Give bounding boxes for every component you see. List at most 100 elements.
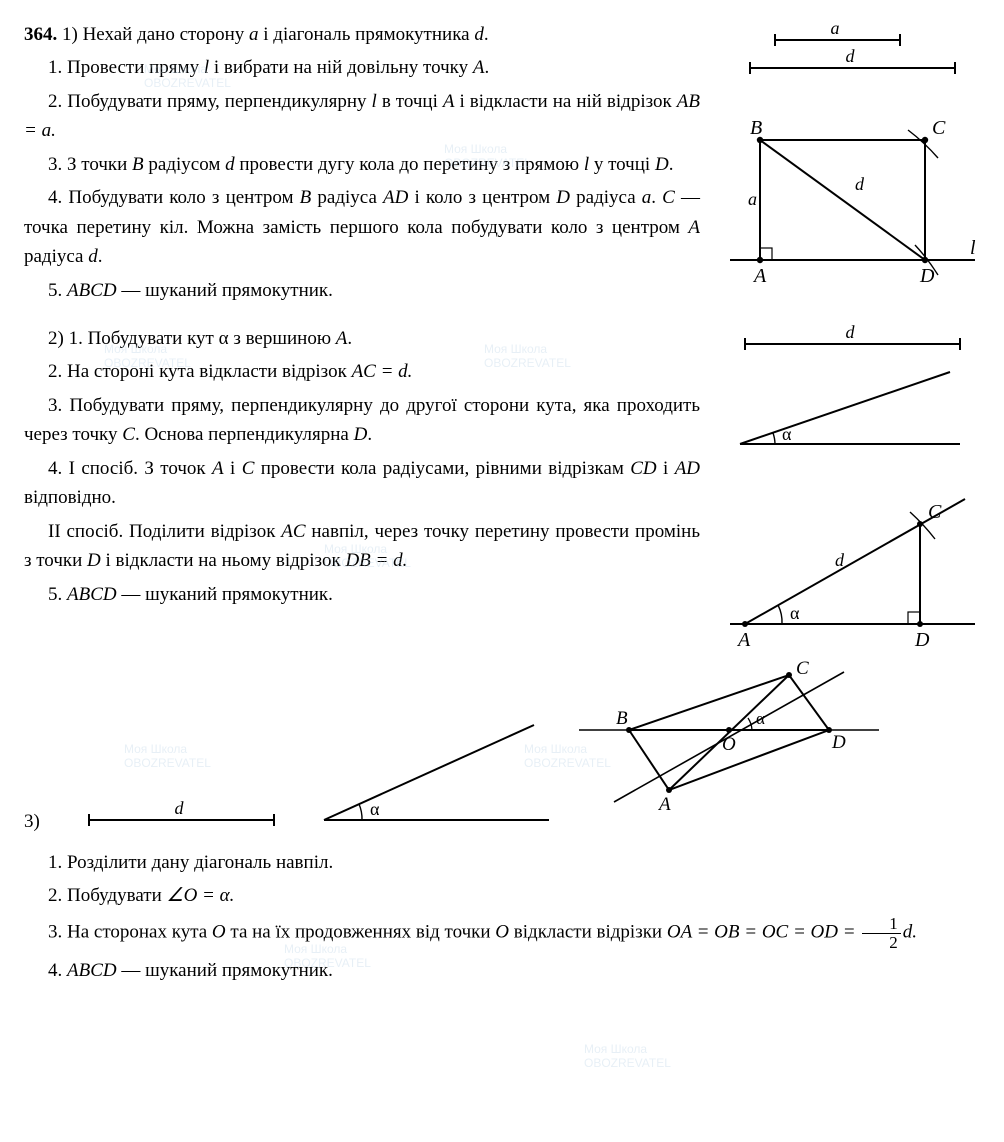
- label-d: d: [846, 324, 856, 342]
- text: 3. З точки: [48, 154, 132, 175]
- var-D: D: [655, 154, 669, 175]
- label-alpha: α: [782, 424, 792, 444]
- label-a2: a: [748, 189, 757, 209]
- var-B: B: [300, 187, 312, 208]
- var-d: d: [225, 154, 235, 175]
- text: і відкласти на ньому відрізок: [101, 550, 346, 571]
- p2-step3: 3. Побудувати пряму, перпендикулярну до …: [24, 391, 700, 450]
- text: відкласти відрізки: [509, 922, 667, 943]
- text: відповідно.: [24, 487, 116, 508]
- label-alpha: α: [370, 799, 380, 819]
- figure-1: a d B C: [720, 20, 980, 320]
- text: в точці: [377, 91, 443, 112]
- label-d2: d: [855, 174, 865, 194]
- label-C: C: [928, 501, 942, 523]
- label-B: B: [750, 117, 762, 139]
- p2-step4a: 4. І спосіб. З точок A і C провести кола…: [24, 454, 700, 513]
- text: радіуса: [311, 187, 383, 208]
- label-O: O: [722, 734, 736, 755]
- var-O: O: [212, 922, 226, 943]
- p3-step1: 1. Розділити дану діагональ навпіл.: [24, 848, 980, 877]
- var-a: a: [249, 24, 259, 45]
- p1-step5: 5. ABCD — шуканий прямокутник.: [24, 276, 700, 305]
- var-ABCD: ABCD: [67, 960, 117, 981]
- var-ABCD: ABCD: [67, 584, 117, 605]
- figure-3b: α: [304, 710, 564, 840]
- var-A: A: [336, 328, 348, 349]
- p3-step4: 4. ABCD — шуканий прямокутник.: [24, 956, 980, 985]
- eq: AC = d.: [352, 361, 413, 382]
- figure-3c: B D A C O α: [574, 660, 884, 840]
- var-d: d: [88, 246, 98, 267]
- var-AD: AD: [383, 187, 408, 208]
- label-d3: d: [835, 550, 845, 570]
- label-alpha3: α: [756, 709, 765, 728]
- var-ABCD: ABCD: [67, 280, 117, 301]
- eq: OA = OB = OC = OD =: [667, 922, 860, 943]
- label-A: A: [752, 265, 767, 287]
- eq: DB = d.: [345, 550, 407, 571]
- label-A: A: [657, 794, 671, 815]
- p2-step1: 2) 1. Побудувати кут α з вершиною A.: [24, 324, 700, 353]
- var-A: A: [473, 57, 485, 78]
- label-d: d: [175, 798, 185, 818]
- text: 3. На сторонах кута: [48, 922, 212, 943]
- watermark: OBOZREVATEL: [584, 1054, 671, 1073]
- text: II спосіб. Поділити відрізок: [48, 521, 281, 542]
- p1-step1: 1. Провести пряму l і вибрати на ній дов…: [24, 53, 700, 82]
- var-CD: CD: [630, 458, 656, 479]
- text: і: [657, 458, 675, 479]
- var-C: C: [242, 458, 255, 479]
- var-D: D: [87, 550, 101, 571]
- p3-label: 3): [24, 807, 64, 836]
- p3-step2: 2. Побудувати ∠O = α.: [24, 881, 980, 910]
- label-alpha2: α: [790, 603, 800, 623]
- watermark: Моя Школа: [584, 1040, 647, 1059]
- label-D: D: [914, 629, 930, 651]
- text: . Основа перпендикулярна: [135, 424, 354, 445]
- var-A: A: [688, 217, 700, 238]
- p1-step4: 4. Побудувати коло з центром B радіуса A…: [24, 183, 700, 271]
- text: — шуканий прямокутник.: [117, 584, 333, 605]
- label-A: A: [736, 629, 751, 651]
- text: — шуканий прямокутник.: [117, 280, 333, 301]
- p1-step3: 3. З точки B радіусом d провести дугу ко…: [24, 150, 700, 179]
- label-l: l: [970, 237, 976, 259]
- p3-step3: 3. На сторонах кута O та на їх продовжен…: [24, 915, 980, 952]
- figure-2: d α A: [720, 324, 980, 654]
- p1-step2: 2. Побудувати пряму, перпендикулярну l в…: [24, 87, 700, 146]
- text: 2) 1. Побудувати кут α з вершиною: [48, 328, 336, 349]
- eq: ∠O = α.: [167, 885, 235, 906]
- var-A: A: [443, 91, 455, 112]
- p2-step4b: II спосіб. Поділити відрізок AC навпіл, …: [24, 517, 700, 576]
- text: і: [224, 458, 242, 479]
- var-C: C: [122, 424, 135, 445]
- text: у точці: [589, 154, 655, 175]
- text: провести кола радіусами, рівними відрізк…: [254, 458, 630, 479]
- var-d: d.: [903, 922, 917, 943]
- label-a: a: [831, 20, 840, 38]
- var-AD: AD: [675, 458, 700, 479]
- text: 2. Побудувати пряму, перпендикулярну: [48, 91, 372, 112]
- var-D: D: [354, 424, 368, 445]
- frac-num: 1: [862, 915, 901, 934]
- p2-step5: 5. ABCD — шуканий прямокутник.: [24, 580, 700, 609]
- frac-den: 2: [862, 934, 901, 952]
- p2-step2: 2. На стороні кута відкласти відрізок AC…: [24, 357, 700, 386]
- text: і відкласти на ній відрізок: [454, 91, 676, 112]
- text: радіуса: [24, 246, 88, 267]
- text: — шуканий прямокутник.: [117, 960, 333, 981]
- var-O: O: [495, 922, 509, 943]
- label-C: C: [932, 117, 946, 139]
- text: 2. На стороні кута відкласти відрізок: [48, 361, 352, 382]
- problem-number: 364.: [24, 24, 57, 45]
- text: і вибрати на ній довільну точку: [209, 57, 473, 78]
- text: 2. Побудувати: [48, 885, 167, 906]
- label-C: C: [796, 660, 809, 679]
- p1-intro: 364. 1) Нехай дано сторону a і діагональ…: [24, 20, 700, 49]
- fraction: 12: [862, 915, 901, 952]
- text: провести дугу кола до перетину з прямою: [235, 154, 584, 175]
- var-B: B: [132, 154, 144, 175]
- text: 4. І спосіб. З точок: [48, 458, 212, 479]
- text: 5.: [48, 584, 67, 605]
